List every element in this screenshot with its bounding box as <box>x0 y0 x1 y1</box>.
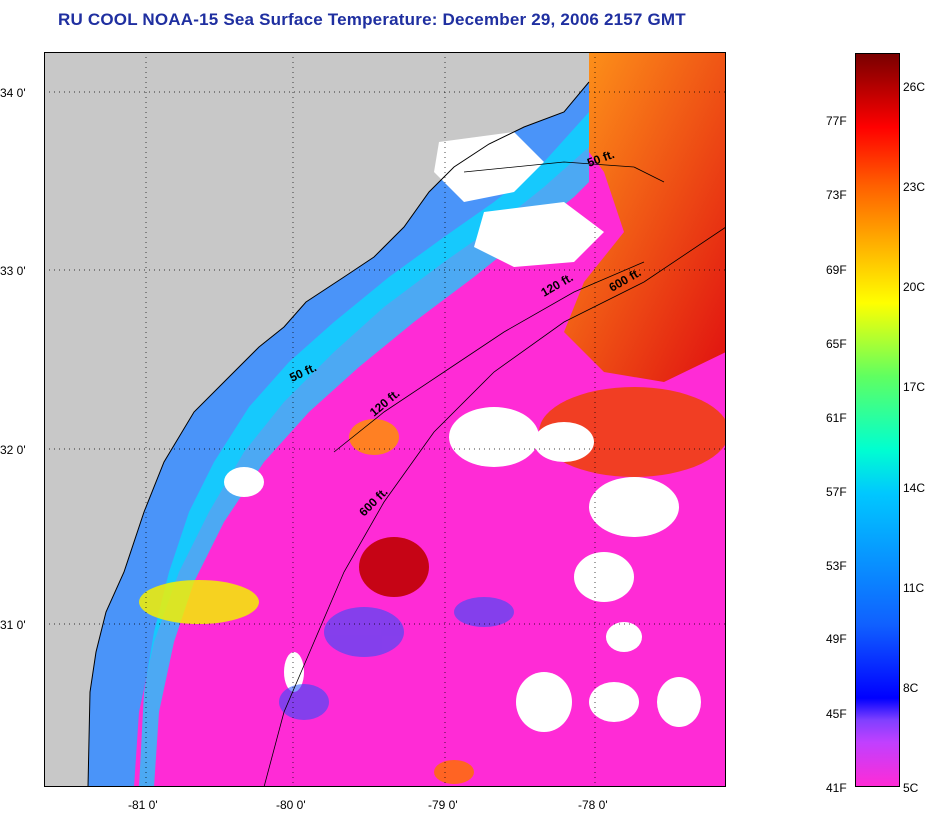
yellow-patch <box>139 580 259 624</box>
isobath-120 <box>333 261 645 453</box>
colorbar-c-label: 8C <box>903 681 919 695</box>
temperature-colorbar <box>855 53 900 787</box>
colorbar-c-label: 26C <box>903 80 926 94</box>
cool-patches <box>279 597 514 720</box>
map-title: RU COOL NOAA-15 Sea Surface Temperature:… <box>58 10 686 29</box>
lat-label: 33 0' <box>0 264 26 278</box>
colorbar-f-label: 57F <box>826 485 847 499</box>
colorbar-c-label: 17C <box>903 380 926 394</box>
warm-core <box>359 537 429 597</box>
colorbar-f-label: 77F <box>826 114 847 128</box>
colorbar-f-label: 61F <box>826 411 847 425</box>
colorbar-c-label: 11C <box>903 581 925 595</box>
lon-label: -78 0' <box>578 798 608 812</box>
colorbar-f-label: 49F <box>826 632 847 646</box>
isobath-50 <box>463 161 665 183</box>
colorbar-f-label: 53F <box>826 559 847 573</box>
colorbar-c-label: 23C <box>903 180 926 194</box>
isobath-600 <box>263 226 726 787</box>
lon-label: -79 0' <box>428 798 458 812</box>
colorbar-f-label: 45F <box>826 707 847 721</box>
sst-map-canvas: 50 ft. 120 ft. 600 ft. 50 ft. 120 ft. 60… <box>44 52 726 787</box>
colorbar-f-label: 73F <box>826 188 847 202</box>
colorbar-c-label: 5C <box>903 781 919 795</box>
cyan-band <box>139 112 589 787</box>
lat-label: 34 0' <box>0 86 26 100</box>
lon-label: -80 0' <box>276 798 306 812</box>
lat-label: 31 0' <box>0 618 26 632</box>
coastline <box>87 81 590 787</box>
coastal-band <box>88 82 589 787</box>
colorbar-c-label: 20C <box>903 280 926 294</box>
cloud-cover <box>224 132 701 732</box>
warm-region-ne <box>564 52 726 382</box>
orange-patch-2 <box>434 760 474 784</box>
colorbar-f-label: 41F <box>826 781 847 795</box>
lat-label: 32 0' <box>0 443 26 457</box>
graticule <box>44 52 726 787</box>
map-frame <box>44 52 726 787</box>
colorbar-f-label: 65F <box>826 337 847 351</box>
orange-patch <box>349 419 399 455</box>
colorbar-f-label: 69F <box>826 263 847 277</box>
lon-label: -81 0' <box>128 798 158 812</box>
colorbar-c-label: 14C <box>903 481 926 495</box>
sst-map: 50 ft. 120 ft. 600 ft. 50 ft. 120 ft. 60… <box>44 52 726 787</box>
land-mass <box>44 52 589 787</box>
